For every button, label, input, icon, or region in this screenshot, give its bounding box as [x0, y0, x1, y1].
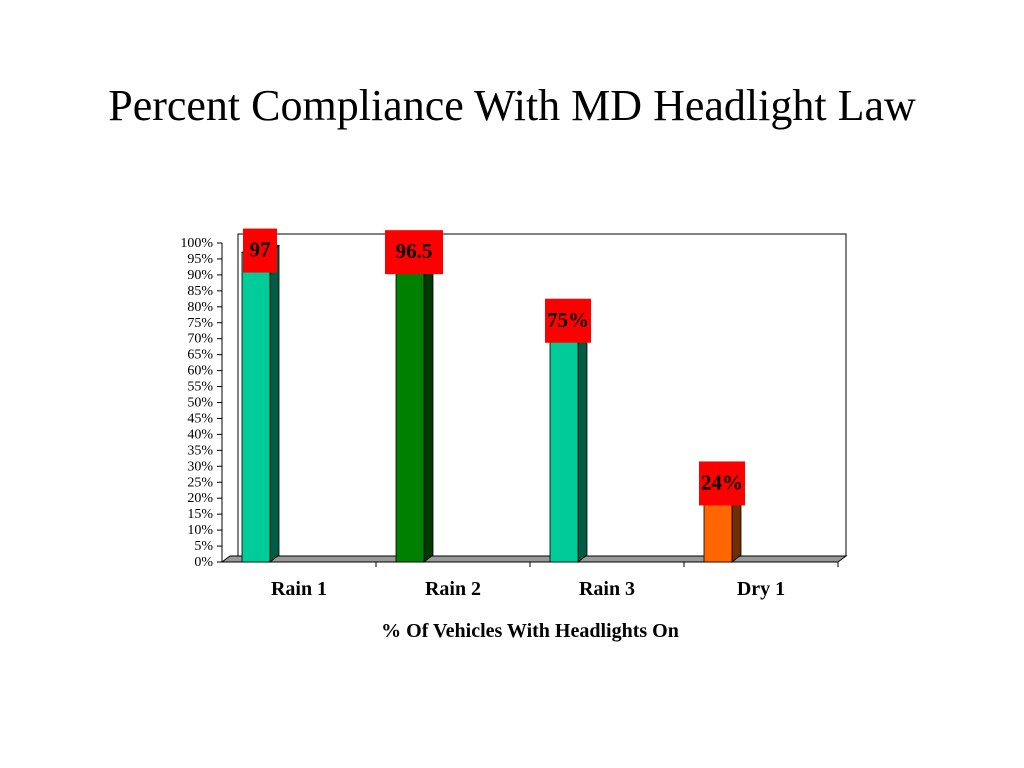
- y-tick-label: 25%: [187, 475, 213, 490]
- data-label-box: [385, 230, 443, 275]
- data-label-box: [545, 298, 591, 343]
- data-label-text: 97: [250, 238, 271, 262]
- y-tick-label: 75%: [187, 316, 213, 331]
- bar-side: [269, 244, 280, 563]
- data-label-text: 75%: [547, 308, 589, 332]
- bar: [548, 314, 589, 563]
- bar-side: [423, 246, 434, 563]
- data-label: 96.5: [385, 230, 443, 275]
- y-tick-label: 20%: [187, 491, 213, 506]
- x-tick-label: Rain 3: [579, 578, 635, 600]
- data-label-text: 96.5: [396, 239, 433, 263]
- bar-front: [241, 252, 271, 563]
- y-tick-label: 90%: [187, 268, 213, 283]
- x-tick-label: Rain 1: [271, 578, 327, 600]
- data-label: 24%: [699, 461, 745, 506]
- y-tick-label: 45%: [187, 411, 213, 426]
- data-label-text: 24%: [701, 470, 743, 494]
- bar: [240, 244, 281, 563]
- plot-area: [237, 233, 847, 557]
- data-label-box: [699, 461, 745, 506]
- y-tick-label: 60%: [187, 364, 213, 379]
- y-tick-label: 5%: [194, 539, 213, 554]
- y-tick-label: 50%: [187, 396, 213, 411]
- y-tick-label: 65%: [187, 348, 213, 363]
- y-tick-label: 95%: [187, 252, 213, 267]
- y-tick-label: 85%: [187, 284, 213, 299]
- x-tick-label: Dry 1: [737, 578, 785, 600]
- x-axis-title: % Of Vehicles With Headlights On: [381, 620, 679, 642]
- y-tick-label: 0%: [194, 555, 213, 570]
- plot-floor: [220, 555, 848, 563]
- y-tick-label: 55%: [187, 380, 213, 395]
- y-tick-label: 80%: [187, 300, 213, 315]
- data-label: 75%: [545, 298, 591, 343]
- slide-title: Percent Compliance With MD Headlight Law: [108, 81, 916, 130]
- y-tick-label: 40%: [187, 427, 213, 442]
- y-tick-label: 10%: [187, 523, 213, 538]
- data-label-box: [243, 228, 277, 273]
- y-tick-label: 100%: [180, 236, 213, 251]
- bar-front: [395, 253, 425, 563]
- y-tick-label: 30%: [187, 459, 213, 474]
- y-tick-label: 70%: [187, 332, 213, 347]
- y-tick-label: 15%: [187, 507, 213, 522]
- bar-side: [577, 314, 588, 563]
- data-label: 97: [243, 228, 277, 273]
- bar-front: [549, 322, 579, 563]
- bar: [394, 246, 435, 563]
- y-tick-label: 35%: [187, 443, 213, 458]
- x-tick-label: Rain 2: [425, 578, 481, 600]
